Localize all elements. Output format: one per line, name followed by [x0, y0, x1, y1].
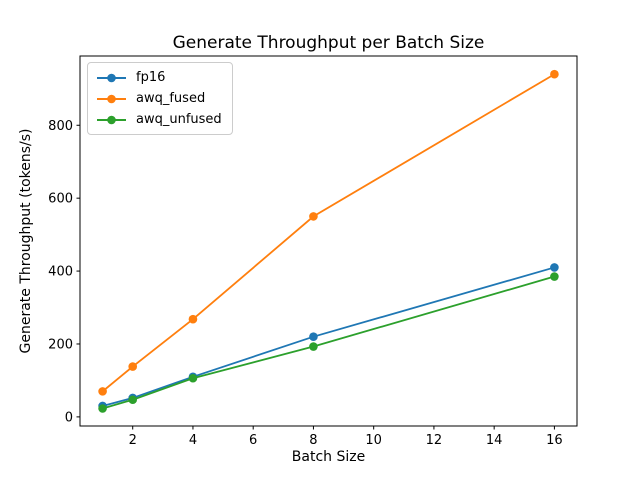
data-point-awq_unfused — [128, 395, 138, 405]
chart-title: Generate Throughput per Batch Size — [172, 33, 485, 53]
data-point-awq_unfused — [550, 272, 559, 281]
y-tick-label: 0 — [65, 410, 73, 425]
data-point-awq_fused — [98, 387, 107, 396]
x-tick-label: 8 — [309, 433, 317, 448]
legend-label: fp16 — [136, 70, 166, 85]
legend: fp16 awq_fused awq_unfused — [87, 62, 233, 135]
legend-line-marker-icon — [97, 115, 126, 124]
x-axis-label: Batch Size — [291, 449, 366, 465]
x-tick-label: 4 — [189, 433, 197, 448]
x-tick-label: 2 — [129, 433, 137, 448]
legend-label: awq_fused — [136, 91, 206, 106]
y-tick-label: 200 — [48, 337, 73, 352]
y-tick-label: 800 — [48, 119, 73, 134]
legend-line-marker-icon — [97, 94, 126, 103]
data-point-awq_unfused — [98, 404, 107, 413]
legend-line-marker-icon — [97, 73, 126, 82]
plot-border — [79, 55, 578, 427]
data-point-awq_fused — [188, 314, 198, 324]
x-tick-label: 6 — [249, 433, 257, 448]
y-axis-label: Generate Throughput (tokens/s) — [18, 128, 34, 354]
data-point-fp16 — [550, 263, 559, 272]
data-point-awq_fused — [550, 69, 559, 79]
data-point-awq_unfused — [188, 373, 198, 383]
data-point-awq_fused — [128, 362, 138, 371]
x-tick-label: 14 — [486, 433, 503, 448]
series-line-awq_unfused — [102, 275, 555, 410]
data-point-fp16 — [309, 332, 318, 341]
data-point-awq_fused — [309, 212, 318, 221]
x-tick-label: 16 — [546, 433, 563, 448]
data-point-awq_unfused — [309, 342, 318, 351]
legend-item-awq_fused: awq_fused — [96, 88, 222, 109]
y-tick-label: 400 — [48, 265, 73, 280]
x-tick-label: 12 — [426, 433, 443, 448]
x-tick-label: 10 — [365, 433, 382, 448]
legend-item-awq_unfused: awq_unfused — [96, 109, 222, 130]
legend-label: awq_unfused — [136, 112, 222, 127]
y-tick-label: 600 — [48, 192, 73, 207]
legend-item-fp16: fp16 — [96, 67, 222, 88]
